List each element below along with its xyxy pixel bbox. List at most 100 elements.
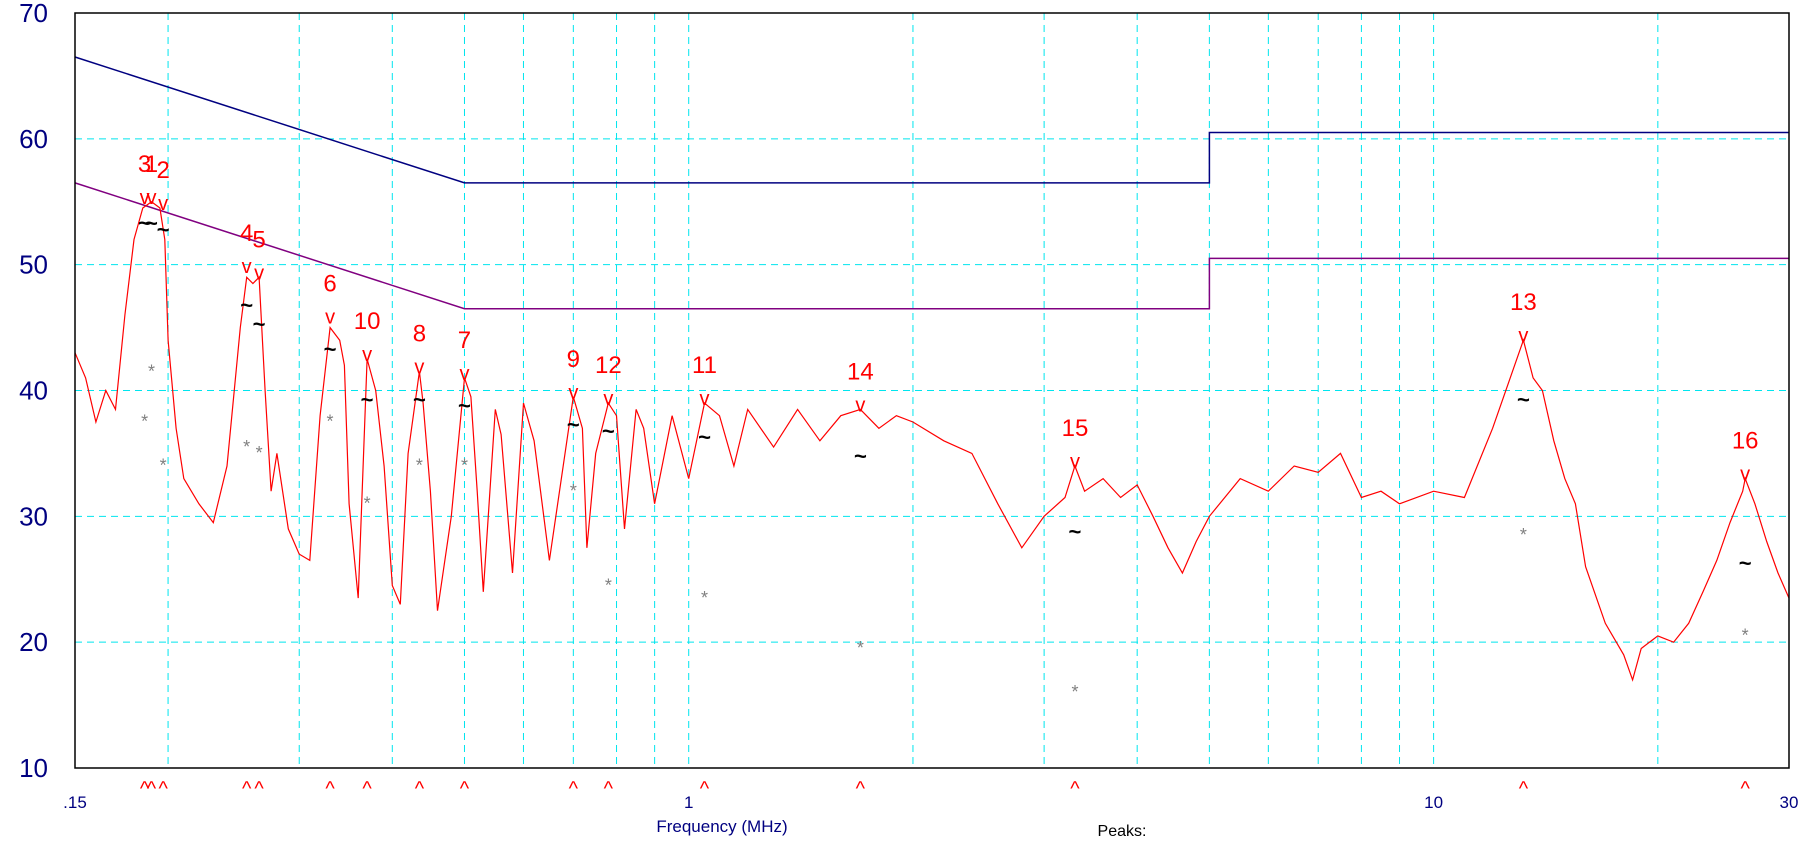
average-marker: * — [857, 638, 864, 658]
peak-number-label: 15 — [1062, 415, 1089, 442]
frequency-caret-marker: ^ — [569, 778, 579, 800]
peak-number-label: 13 — [1510, 289, 1537, 316]
quasi-peak-marker: ~ — [138, 211, 151, 236]
frequency-caret-marker: ^ — [604, 778, 614, 800]
average-marker: * — [701, 588, 708, 608]
y-tick-label: 20 — [19, 627, 48, 657]
peak-number-label: 6 — [323, 270, 336, 297]
x-axis-label: Frequency (MHz) — [656, 817, 787, 836]
peak-marker-v: v — [362, 344, 372, 366]
peak-marker-v: v — [140, 187, 150, 209]
frequency-caret-marker: ^ — [1740, 778, 1750, 800]
x-tick-label: 30 — [1780, 793, 1798, 812]
peak-marker-v: v — [146, 187, 156, 209]
peak-marker-v: v — [568, 382, 578, 404]
peak-marker-v: v — [459, 363, 469, 385]
average-marker: * — [327, 412, 334, 432]
average-marker: * — [141, 412, 148, 432]
axis-layer: 10 20 30 40 50 60 70 .15 1 10 30 — [19, 0, 1798, 812]
peak-marker-v: v — [242, 256, 252, 278]
frequency-caret-marker: ^ — [1519, 778, 1529, 800]
quasi-peak-marker: ~ — [698, 425, 711, 450]
quasi-peak-marker: ~ — [1517, 387, 1530, 412]
trace-layer — [74, 201, 1790, 682]
plot-frame — [74, 12, 1790, 769]
peak-marker-v: v — [325, 306, 335, 328]
quasi-peak-marker: ~ — [145, 211, 158, 236]
quasi-peak-marker: ~ — [567, 412, 580, 437]
limit-line — [74, 182, 1789, 310]
grid-layer — [75, 13, 1789, 768]
quasi-peak-marker: ~ — [458, 393, 471, 418]
quasi-peak-marker: ~ — [157, 217, 170, 242]
quasi-peak-marker: ~ — [361, 387, 374, 412]
average-marker: * — [416, 456, 423, 476]
peak-marker-v: v — [603, 388, 613, 410]
peak-marker-v: v — [699, 388, 709, 410]
peak-number-label: 4 — [240, 220, 253, 247]
quasi-peak-marker: ~ — [1069, 519, 1082, 544]
frequency-caret-marker: ^ — [242, 778, 252, 800]
y-tick-label: 10 — [19, 753, 48, 783]
quasi-peak-marker: ~ — [1739, 550, 1752, 575]
peak-number-label: 5 — [252, 226, 265, 253]
peak-markers-layer: v1~*^v2~*^v3~*^v4~*^v5~*^v6~*^v7~*^v8~*^… — [138, 151, 1759, 800]
y-tick-label: 30 — [19, 501, 48, 531]
frequency-caret-marker: ^ — [140, 778, 150, 800]
frequency-caret-marker: ^ — [158, 778, 168, 800]
frequency-caret-marker: ^ — [1070, 778, 1080, 800]
peak-marker-v: v — [1740, 464, 1750, 486]
average-marker: * — [1071, 682, 1078, 702]
peaks-footer-label: Peaks: — [1098, 823, 1147, 838]
frequency-caret-marker: ^ — [147, 778, 157, 800]
peak-number-label: 11 — [692, 352, 717, 379]
peak-marker-v: v — [158, 193, 168, 215]
frequency-caret-marker: ^ — [700, 778, 710, 800]
average-marker: * — [461, 456, 468, 476]
frequency-caret-marker: ^ — [460, 778, 470, 800]
average-marker: * — [1520, 525, 1527, 545]
peak-number-label: 2 — [156, 157, 169, 184]
quasi-peak-marker: ~ — [413, 387, 426, 412]
peak-number-label: 16 — [1732, 428, 1759, 455]
peak-number-label: 3 — [138, 151, 151, 178]
average-marker: * — [364, 493, 371, 513]
quasi-peak-marker: ~ — [240, 292, 253, 317]
average-marker: * — [570, 481, 577, 501]
peak-number-label: 14 — [847, 358, 874, 385]
measurement-trace — [74, 201, 1790, 682]
x-tick-label: 1 — [684, 793, 693, 812]
frequency-caret-marker: ^ — [254, 778, 264, 800]
y-tick-label: 70 — [19, 0, 48, 28]
quasi-peak-marker: ~ — [602, 418, 615, 443]
average-marker: * — [160, 456, 167, 476]
quasi-peak-marker: ~ — [324, 336, 337, 361]
frequency-caret-marker: ^ — [325, 778, 335, 800]
average-marker: * — [256, 443, 263, 463]
frequency-caret-marker: ^ — [415, 778, 425, 800]
y-tick-label: 50 — [19, 250, 48, 280]
frequency-caret-marker: ^ — [362, 778, 372, 800]
peak-number-label: 12 — [595, 352, 622, 379]
average-marker: * — [605, 575, 612, 595]
average-marker: * — [1742, 626, 1749, 646]
limit-lines-layer — [74, 56, 1789, 310]
peak-marker-v: v — [1070, 451, 1080, 473]
peak-marker-v: v — [254, 262, 264, 284]
x-tick-label: 10 — [1424, 793, 1443, 812]
quasi-peak-marker: ~ — [253, 311, 266, 336]
peak-number-label: 1 — [145, 151, 158, 178]
x-tick-label: .15 — [63, 793, 87, 812]
peak-number-label: 10 — [354, 308, 381, 335]
average-marker: * — [148, 361, 155, 381]
frequency-caret-marker: ^ — [856, 778, 866, 800]
peak-marker-v: v — [414, 357, 424, 379]
peak-number-label: 9 — [567, 346, 580, 373]
peak-marker-v: v — [855, 394, 865, 416]
y-tick-label: 40 — [19, 376, 48, 406]
peak-number-label: 8 — [413, 321, 426, 348]
peak-marker-v: v — [1518, 325, 1528, 347]
limit-line — [74, 56, 1789, 184]
